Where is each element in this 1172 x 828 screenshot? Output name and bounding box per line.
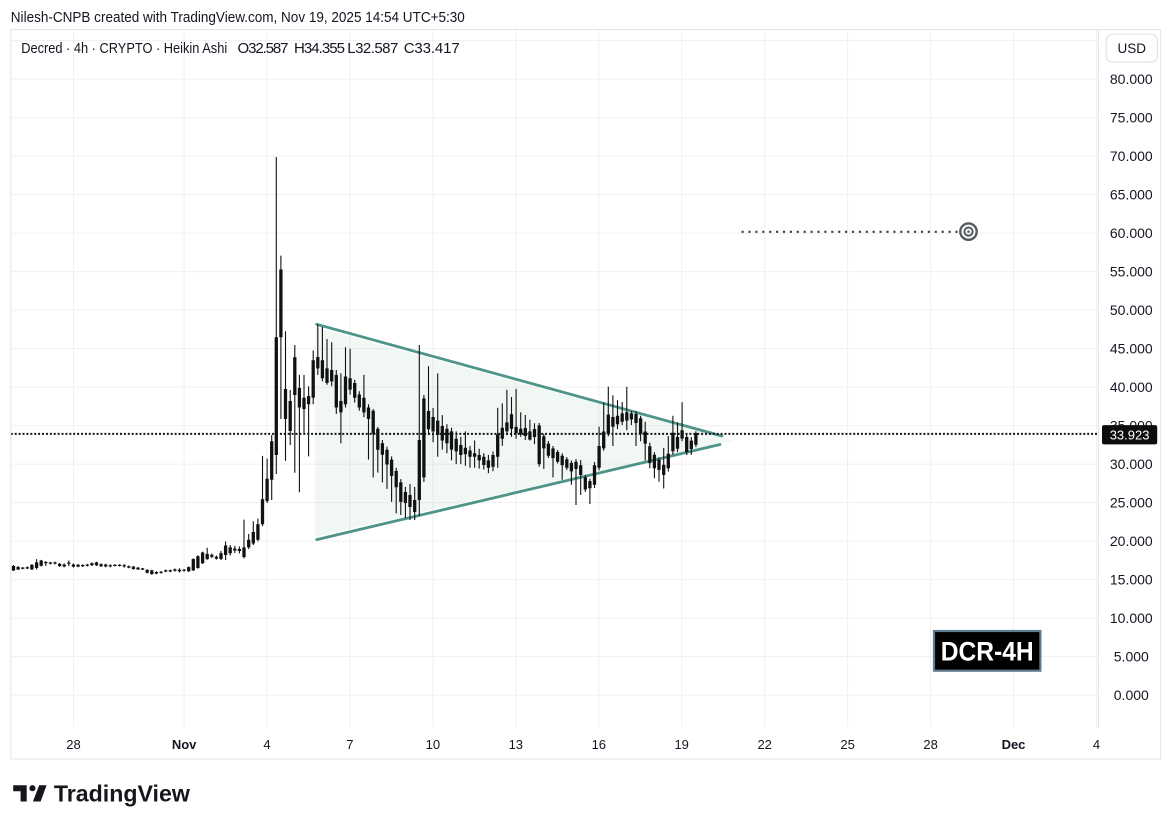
svg-text:28: 28 (923, 737, 937, 752)
svg-text:16: 16 (592, 737, 606, 752)
svg-text:33.923: 33.923 (1110, 427, 1150, 442)
svg-text:50.000: 50.000 (1110, 302, 1153, 318)
svg-text:7: 7 (346, 737, 353, 752)
svg-text:TradingView: TradingView (54, 781, 190, 807)
svg-text:5.000: 5.000 (1114, 648, 1149, 664)
svg-text:0.000: 0.000 (1114, 687, 1149, 703)
svg-text:O32.587: O32.587 (238, 40, 289, 57)
svg-text:10: 10 (426, 737, 440, 752)
svg-text:Nov: Nov (172, 737, 197, 752)
svg-text:13: 13 (509, 737, 523, 752)
svg-text:70.000: 70.000 (1110, 148, 1153, 164)
svg-text:60.000: 60.000 (1110, 225, 1153, 241)
svg-text:45.000: 45.000 (1110, 340, 1153, 356)
svg-text:Nilesh-CNPB created with Tradi: Nilesh-CNPB created with TradingView.com… (11, 9, 465, 26)
svg-text:4: 4 (263, 737, 270, 752)
svg-text:28: 28 (66, 737, 80, 752)
svg-text:C33.417: C33.417 (404, 40, 460, 57)
svg-text:40.000: 40.000 (1110, 379, 1153, 395)
svg-text:H34.355: H34.355 (294, 40, 345, 57)
svg-text:22: 22 (757, 737, 771, 752)
svg-text:10.000: 10.000 (1110, 610, 1153, 626)
svg-text:15.000: 15.000 (1110, 571, 1153, 587)
svg-text:DCR-4H: DCR-4H (941, 637, 1034, 667)
svg-text:Decred · 4h · CRYPTO · Heikin: Decred · 4h · CRYPTO · Heikin Ashi (21, 40, 227, 57)
svg-text:55.000: 55.000 (1110, 263, 1153, 279)
svg-text:80.000: 80.000 (1110, 71, 1153, 87)
svg-text:L32.587: L32.587 (347, 40, 398, 57)
svg-text:30.000: 30.000 (1110, 456, 1153, 472)
svg-text:75.000: 75.000 (1110, 109, 1153, 125)
svg-text:65.000: 65.000 (1110, 186, 1153, 202)
svg-text:20.000: 20.000 (1110, 533, 1153, 549)
svg-text:4: 4 (1093, 737, 1100, 752)
svg-text:19: 19 (674, 737, 688, 752)
svg-text:25.000: 25.000 (1110, 494, 1153, 510)
svg-text:25: 25 (840, 737, 854, 752)
svg-text:USD: USD (1118, 41, 1147, 56)
svg-text:Dec: Dec (1002, 737, 1026, 752)
